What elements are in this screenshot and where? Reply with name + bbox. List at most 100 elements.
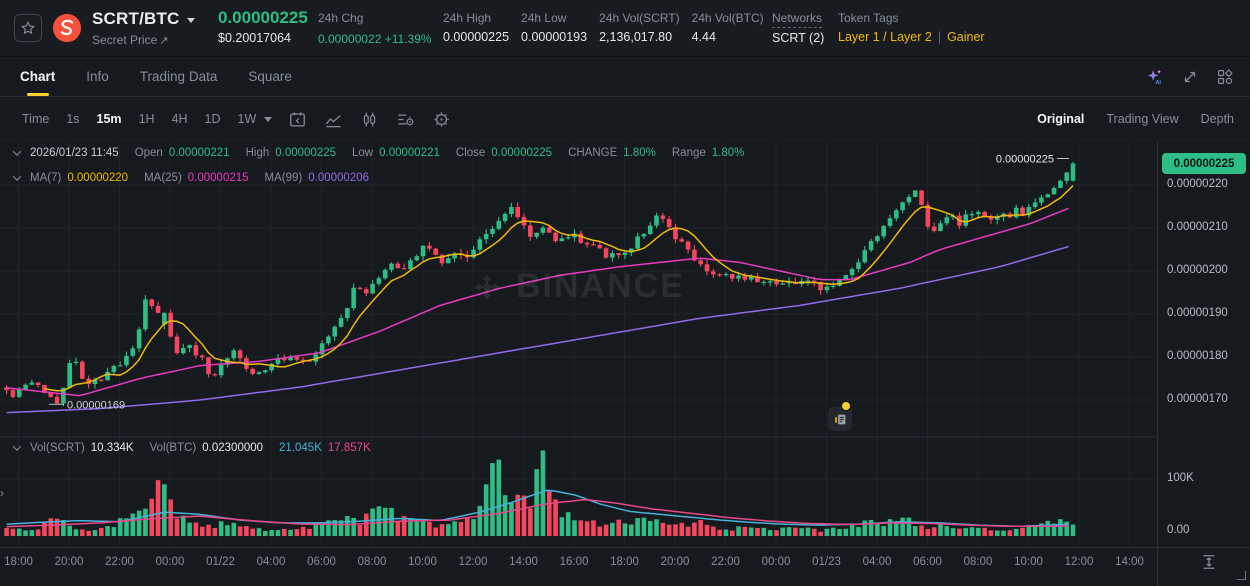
stat-value: 4.44 [691,30,716,44]
time-tick-label: 14:00 [509,556,538,568]
tab-square[interactable]: Square [248,69,292,84]
chart-settings-icon[interactable] [432,110,451,129]
time-tick-label: 06:00 [307,556,336,568]
favorite-button[interactable] [14,14,42,42]
time-tick-label: 12:00 [458,556,488,568]
price-tick-label: 0.00000220 [1167,178,1228,190]
price-tick-label: 0.00000190 [1167,307,1228,319]
change-value: 0.00000022 +11.39% [318,32,432,46]
time-tick-label: 00:00 [761,556,791,568]
tab-chart[interactable]: Chart [20,57,55,96]
time-tick-label: 20:00 [660,556,690,568]
tab-info[interactable]: Info [86,69,109,84]
pair-selector[interactable]: SCRT/BTC [92,9,195,29]
interval-4h[interactable]: 4H [171,112,188,126]
time-tick-label: 12:00 [1064,556,1094,568]
chart-region: 0.00000169 0.00000225 BINANCE 2026/01/23 … [0,141,1250,586]
open-label: Open [134,147,163,159]
stat-24h-high: 24h High 0.00000225 [443,0,509,56]
collapse-ma-icon[interactable] [12,172,22,181]
interval-1s[interactable]: 1s [66,112,80,126]
axis-scale-icon[interactable] [1200,553,1218,571]
vol-btc-value: 0.02300000 [202,442,264,454]
line-chart-icon[interactable] [324,110,343,129]
vol-ma1-value: 21.045K [279,442,322,454]
volume-tick-label: 0.00 [1167,524,1190,536]
chart-toolbar: Time 1s 15m 1H 4H 1D 1W Original Trading View De… [0,98,1250,141]
price-chart[interactable]: 0.00000169 0.00000225 [0,141,1157,586]
mode-original[interactable]: Original [1037,112,1085,126]
token-event-marker[interactable] [828,407,852,431]
header-stats: 24h High 0.00000225 24h Low 0.00000193 24h V… [443,0,764,56]
scrt-token-logo [52,13,82,43]
jump-to-date-icon[interactable] [288,110,307,129]
networks-label[interactable]: Networks [772,11,823,28]
token-tags-block: Token Tags Layer 1 / Layer 2 | Gainer [838,0,985,44]
price-axis[interactable]: 0.00000225 0.00000220 0.00000210 0.0000020… [1157,141,1250,586]
interval-dropdown-icon[interactable] [264,116,273,122]
page-tabbar: Chart Info Trading Data Square AI [0,57,1250,97]
ma-legend: MA(7) 0.00000220 MA(25) 0.00000215 MA(99) 0.0… [12,172,379,184]
token-tag[interactable]: Gainer [947,30,985,44]
low-value: 0.00000221 [379,147,440,159]
ma-label: MA(7) [30,172,62,184]
ma-value: 0.00000206 [308,172,370,184]
time-tick-label: 06:00 [913,556,942,568]
chart-mode-switch: Original Trading View Depth [1037,112,1234,126]
vol-scrt-label: Vol(SCRT) [30,442,85,454]
time-tick-label: 08:00 [357,556,387,568]
collapse-legend-icon[interactable] [12,147,22,156]
expand-fullscreen-icon[interactable] [1181,68,1199,86]
price-tick-label: 0.00000170 [1167,393,1228,405]
networks-block: Networks SCRT (2) [772,0,824,45]
time-tick-label: 20:00 [54,556,84,568]
interval-time[interactable]: Time [22,112,50,126]
time-tick-label: 04:00 [862,556,892,568]
stat-24h-vol-scrt-: 24h Vol(SCRT) 2,136,017.80 [599,0,679,56]
star-icon [21,21,35,35]
open-value: 0.00000221 [168,147,230,159]
interval-15m[interactable]: 15m [96,112,122,126]
stat-24h-vol-btc-: 24h Vol(BTC) 4.44 [692,0,764,56]
svg-text:0.00000169: 0.00000169 [67,399,125,411]
low-label: Low [352,147,374,159]
news-doc-icon [834,414,845,424]
token-link[interactable]: Secret Price ↗ [92,33,169,47]
interval-1h[interactable]: 1H [138,112,155,126]
price-tick-label: 0.00000200 [1167,264,1228,276]
candle-style-icon[interactable] [360,110,379,129]
time-tick-label: 16:00 [559,556,589,568]
high-label: High [245,147,270,159]
tab-trading-data[interactable]: Trading Data [139,69,218,84]
networks-value: SCRT (2) [772,31,825,45]
time-tick-label: 18:00 [610,556,639,568]
layout-grid-icon[interactable] [1216,68,1234,86]
range-label: Range [671,147,706,159]
time-tick-label: 08:00 [963,556,993,568]
high-value: 0.00000225 [275,147,337,159]
close-label: Close [455,147,486,159]
change-pct-value: 1.80% [623,147,656,159]
resize-corner-icon[interactable] [1237,571,1246,580]
ai-assistant-icon[interactable]: AI [1146,68,1164,86]
indicators-icon[interactable] [396,110,415,129]
interval-1w[interactable]: 1W [237,112,257,126]
collapse-volume-icon[interactable] [12,442,22,451]
vol-scrt-value: 10.334K [90,442,134,454]
time-axis[interactable]: 18:00 20:00 22:00 00:00 01/22 04:00 06:00 08:00… [0,547,1250,586]
token-tags-row: Layer 1 / Layer 2 | Gainer [838,30,985,44]
interval-1d[interactable]: 1D [204,112,221,126]
pair-header: SCRT/BTC Secret Price ↗ 0.00000225 $0.200… [0,0,1250,57]
token-tag[interactable]: Layer 1 / Layer 2 [838,30,932,44]
volume-pane-expand-icon[interactable]: › [0,486,4,500]
last-price: 0.00000225 [218,8,308,27]
change-pct-label: CHANGE [568,147,618,159]
time-tick-label: 10:00 [1014,556,1043,568]
time-tick-label: 22:00 [105,556,134,568]
mode-trading-view[interactable]: Trading View [1106,112,1179,126]
mode-depth[interactable]: Depth [1200,112,1234,126]
stat-label: 24h High [443,11,492,25]
stat-label: 24h Vol(BTC) [691,11,764,25]
time-tick-label: 22:00 [711,556,740,568]
